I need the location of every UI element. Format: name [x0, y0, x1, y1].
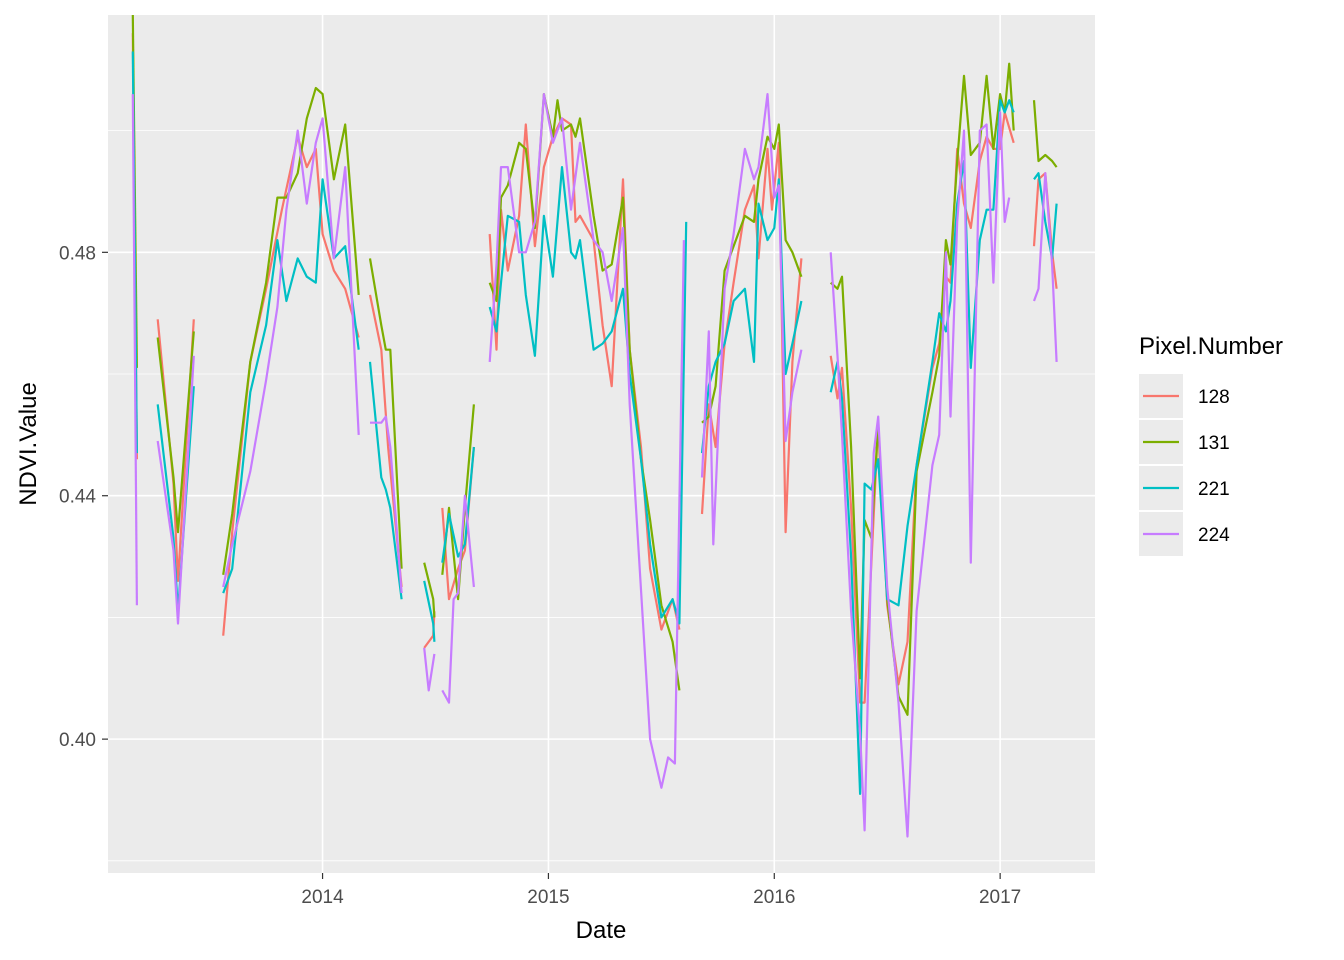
series-segment: [1032, 172, 1058, 362]
x-axis-title: Date: [576, 917, 627, 944]
series-segment: [370, 415, 403, 594]
y-tick-label: 0.40: [59, 730, 96, 751]
series-segment: [423, 647, 436, 692]
series-segment: [701, 123, 803, 424]
x-tick-label: 2014: [301, 887, 344, 908]
series-segment: [441, 446, 475, 563]
legend-label-224: 224: [1198, 525, 1230, 546]
series-segment: [222, 86, 360, 575]
panel-background: [108, 15, 1095, 873]
y-tick-label: 0.44: [59, 487, 96, 508]
axes: 2014 2015 2016 2017 0.40 0.44 0.48: [59, 243, 1021, 908]
legend-label-131: 131: [1198, 433, 1230, 454]
legend-label-221: 221: [1198, 479, 1230, 500]
series-segment: [700, 92, 803, 546]
x-tick-label: 2015: [527, 887, 569, 908]
legend: Pixel.Number 128 131 221 224: [1139, 333, 1283, 556]
series-224-line: [131, 92, 1058, 838]
series-segment: [156, 331, 195, 534]
series-segment: [423, 562, 436, 618]
series-segment: [368, 258, 403, 569]
legend-title: Pixel.Number: [1139, 333, 1283, 360]
series-segment: [222, 117, 360, 588]
series-segment: [131, 94, 138, 606]
series-segment: [1032, 100, 1058, 168]
series-segment: [488, 166, 688, 625]
series-segment: [829, 62, 1015, 716]
y-tick-label: 0.48: [59, 243, 96, 264]
legend-label-128: 128: [1198, 387, 1230, 408]
series-segment: [829, 111, 1011, 838]
series-segment: [156, 355, 195, 625]
series-segment: [700, 141, 803, 534]
x-tick-label: 2016: [753, 887, 795, 908]
y-axis-title: NDVI.Value: [15, 382, 42, 506]
series-segment: [368, 361, 403, 600]
x-tick-label: 2017: [979, 887, 1021, 908]
series-segment: [488, 92, 685, 789]
series-segment: [423, 580, 436, 642]
series-segment: [700, 178, 803, 454]
series-lines: [131, 14, 1058, 838]
series-segment: [1033, 172, 1058, 260]
series-segment: [441, 494, 475, 704]
